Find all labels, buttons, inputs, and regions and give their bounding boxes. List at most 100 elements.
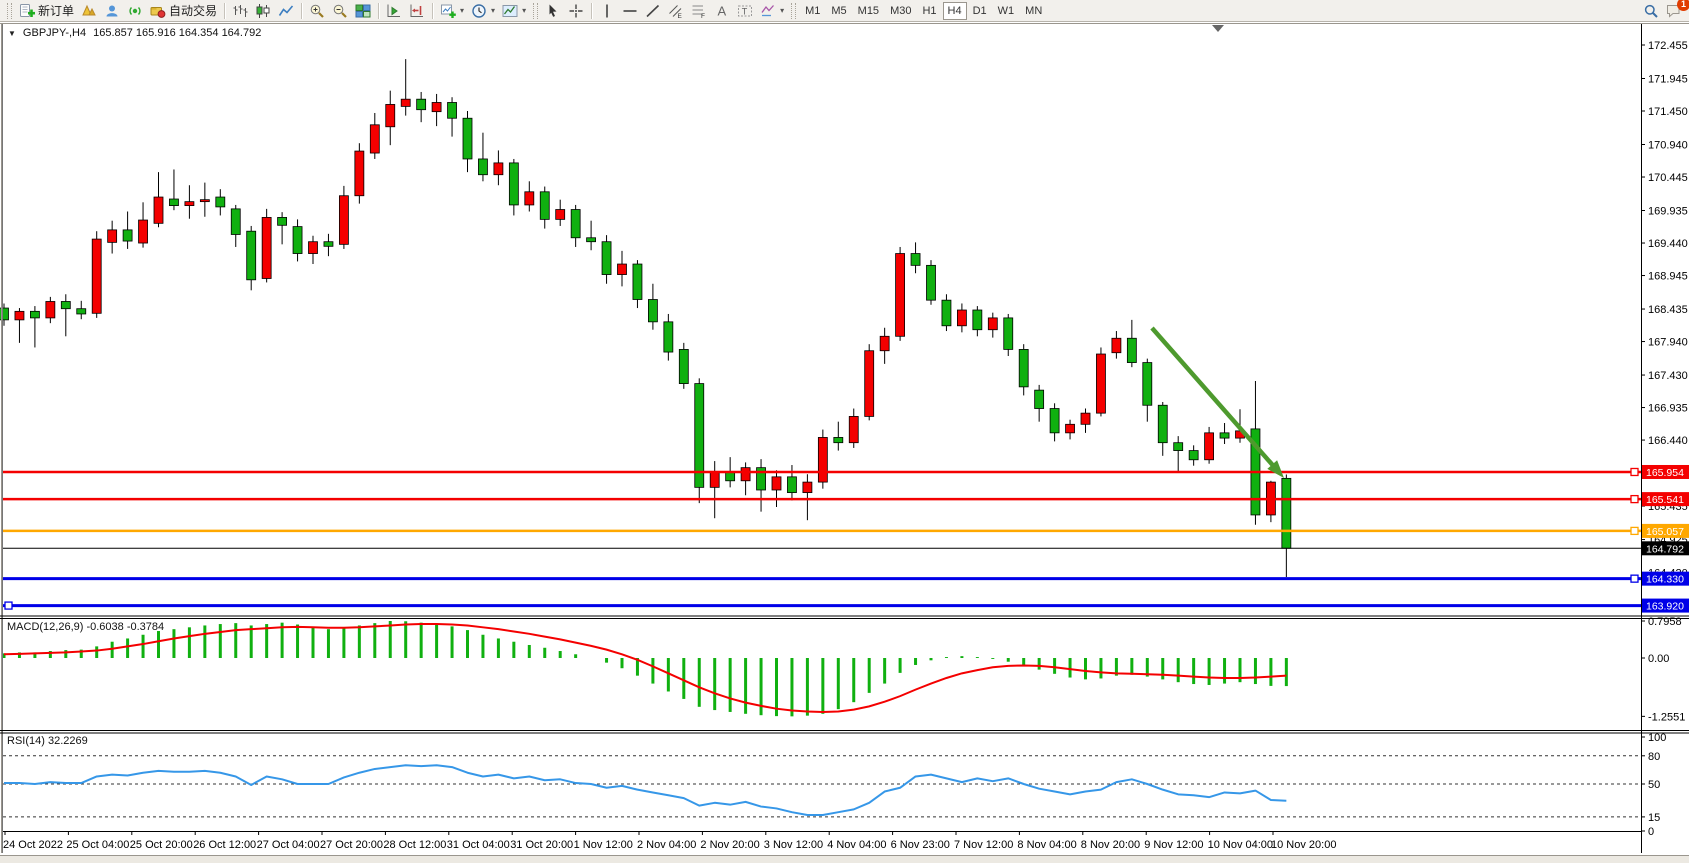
candle-down <box>508 162 519 206</box>
candle-down <box>725 471 736 482</box>
chart-shift-button[interactable] <box>406 1 428 21</box>
horizontal-line-button[interactable] <box>619 1 641 21</box>
dropdown-caret-icon[interactable]: ▾ <box>491 6 496 15</box>
candle-up <box>153 196 164 224</box>
timeframe-m30[interactable]: M30 <box>890 4 912 17</box>
line-handle[interactable] <box>1630 467 1639 477</box>
toolbar-separator <box>224 2 226 19</box>
price-tick-label: 170.445 <box>1648 172 1688 184</box>
line-chart-button[interactable] <box>275 1 297 21</box>
timeframe-h1[interactable]: H1 <box>922 4 937 17</box>
timeframe-w1[interactable]: W1 <box>997 4 1015 17</box>
line-handle[interactable] <box>1630 494 1639 504</box>
timeframe-mn[interactable]: MN <box>1025 4 1043 17</box>
price-badge-label: 165.541 <box>1646 494 1684 506</box>
new-order-icon <box>19 3 35 19</box>
rsi-axis-label: 0 <box>1648 826 1654 838</box>
candle-up <box>184 201 195 206</box>
line-handle[interactable] <box>1630 526 1639 536</box>
signals-button[interactable] <box>124 1 146 21</box>
community-button[interactable] <box>101 1 123 21</box>
candle-down <box>277 217 288 226</box>
zoom-out-button[interactable] <box>329 1 351 21</box>
autotrade-button[interactable]: 自动交易 <box>147 1 220 21</box>
timeframe-m15[interactable]: M15 <box>857 4 880 17</box>
new-order-button[interactable]: 新订单 <box>16 1 77 21</box>
macd-indicator-label: MACD(12,26,9) -0.6038 -0.3784 <box>7 621 165 633</box>
bar-chart-button[interactable] <box>229 1 251 21</box>
candle-down <box>1173 442 1184 451</box>
channel-icon: E <box>668 3 684 19</box>
text-button[interactable]: A <box>711 1 733 21</box>
mql5-button[interactable] <box>78 1 100 21</box>
time-tick-label: 10 Nov 04:00 <box>1208 839 1273 851</box>
candles-layer <box>0 59 1292 578</box>
line-handle[interactable] <box>4 601 13 610</box>
vertical-line-button[interactable] <box>596 1 618 21</box>
line-handle[interactable] <box>1630 574 1639 583</box>
trendline-button[interactable] <box>642 1 664 21</box>
macd-axis-label: 0.00 <box>1648 653 1669 665</box>
candle-up <box>261 217 272 279</box>
price-tick-label: 171.450 <box>1648 106 1688 118</box>
price-badge-label: 164.792 <box>1646 543 1684 555</box>
label-button[interactable]: T <box>734 1 756 21</box>
zoom-in-button[interactable] <box>306 1 328 21</box>
auto-scroll-button[interactable] <box>383 1 405 21</box>
equidistant-channel-button[interactable]: E <box>665 1 687 21</box>
shapes-button[interactable]: ▾ <box>757 1 787 21</box>
shapes-icon <box>760 3 776 19</box>
tile-windows-icon <box>355 3 371 19</box>
svg-text:A: A <box>718 3 727 18</box>
candle-down <box>1281 477 1292 549</box>
fibonacci-button[interactable]: F <box>688 1 710 21</box>
price-badge <box>1642 523 1689 538</box>
search-button[interactable] <box>1640 1 1662 21</box>
price-tick-label: 168.435 <box>1648 304 1688 316</box>
time-tick-label: 24 Oct 2022 <box>3 839 63 851</box>
chat-button[interactable]: 1 <box>1663 0 1689 21</box>
candle-up <box>555 209 566 220</box>
timeframe-m1[interactable]: M1 <box>805 4 821 17</box>
candle-up <box>879 335 890 352</box>
candle-up <box>1111 337 1122 354</box>
toolbar-grip <box>791 2 797 19</box>
one-click-trading-toggle[interactable]: ▼ <box>8 28 16 38</box>
tile-windows-button[interactable] <box>352 1 374 21</box>
timeframe-h4[interactable]: H4 <box>942 1 967 20</box>
chart-shift-marker[interactable] <box>1212 25 1224 32</box>
price-tick-label: 170.940 <box>1648 140 1688 152</box>
vline-icon <box>599 3 615 19</box>
candle-down <box>1157 404 1168 444</box>
objects-layer <box>3 326 1641 610</box>
candle-up <box>308 241 318 254</box>
candlestick-icon <box>255 3 271 19</box>
timeframe-d1[interactable]: D1 <box>972 4 987 17</box>
time-tick-label: 4 Nov 04:00 <box>827 839 886 851</box>
dropdown-caret-icon[interactable]: ▾ <box>522 6 527 15</box>
svg-text:T: T <box>742 6 748 16</box>
price-tick-label: 169.440 <box>1648 238 1688 250</box>
template-button[interactable]: ▾ <box>499 1 529 21</box>
crosshair-button[interactable] <box>565 1 587 21</box>
price-tick-label: 167.940 <box>1648 337 1688 349</box>
new-chart-button[interactable]: ▾ <box>437 1 467 21</box>
chart-symbol-period: GBPJPY-,H4 <box>22 27 87 39</box>
timeframe-m5[interactable]: M5 <box>831 4 847 17</box>
candle-up <box>369 124 380 154</box>
dropdown-caret-icon[interactable]: ▾ <box>460 6 465 15</box>
trendline-icon <box>645 3 661 19</box>
candle-down <box>663 321 674 353</box>
dropdown-caret-icon[interactable]: ▾ <box>780 6 785 15</box>
time-tick-label: 25 Oct 20:00 <box>130 839 193 851</box>
trend-arrow-object[interactable] <box>1150 326 1280 473</box>
candlestick-button[interactable] <box>252 1 274 21</box>
trend-arrow-head <box>1267 460 1284 478</box>
time-tick-label: 2 Nov 04:00 <box>637 839 696 851</box>
period-button[interactable]: ▾ <box>468 1 498 21</box>
price-tick-label: 168.945 <box>1648 271 1688 283</box>
cursor-button[interactable] <box>542 1 564 21</box>
chart-ohlc-values: 165.857 165.916 164.354 164.792 <box>93 27 262 39</box>
zoom-in-icon <box>309 3 325 19</box>
